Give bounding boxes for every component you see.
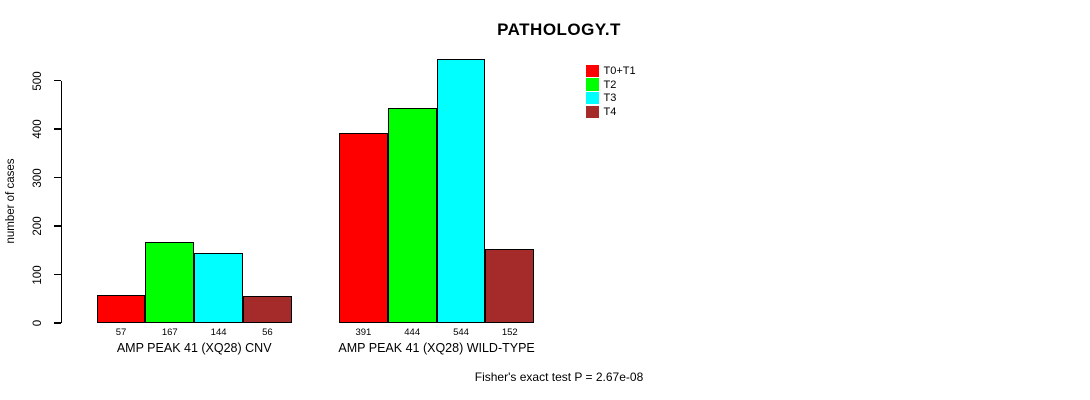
y-tick-mark [53, 79, 61, 82]
footnote-fisher-test: Fisher's exact test P = 2.67e-08 [474, 370, 644, 384]
bar-value-label: 167 [161, 327, 178, 338]
legend-item-t0-t1: T0+T1 [586, 64, 636, 78]
y-axis-line [60, 80, 62, 324]
y-tick-mark [53, 273, 61, 276]
y-tick-mark [53, 225, 61, 227]
bar-t4-group1 [243, 295, 292, 323]
legend-item-t4: T4 [586, 105, 636, 119]
legend-label: T0+T1 [603, 64, 636, 77]
legend: T0+T1 T2 T3 T4 [586, 64, 636, 119]
bar-value-label: 444 [404, 327, 421, 338]
y-tick-label: 300 [32, 167, 44, 188]
y-tick-label: 0 [32, 319, 44, 327]
y-tick-mark [53, 322, 61, 324]
bar-t3-group2 [436, 59, 486, 323]
y-tick-label: 500 [32, 70, 44, 91]
y-tick-label: 100 [32, 264, 44, 285]
bar-t0-t1-group2 [339, 133, 388, 323]
y-tick-label: 200 [32, 216, 44, 236]
y-tick-label: 400 [32, 119, 44, 139]
bar-value-label: 544 [453, 327, 469, 338]
group-label-cnv: AMP PEAK 41 (XQ28) CNV [116, 341, 272, 355]
bar-value-label: 144 [210, 327, 227, 338]
y-tick-mark [53, 176, 61, 179]
bar-t0-t1-group1 [96, 295, 146, 323]
legend-item-t3: T3 [586, 91, 636, 105]
legend-label: T4 [603, 105, 617, 118]
y-axis-label: number of cases [5, 158, 17, 244]
legend-swatch-t3 [586, 91, 599, 105]
group-label-wild-type: AMP PEAK 41 (XQ28) WILD-TYPE [338, 341, 535, 355]
bar-value-label: 152 [501, 327, 518, 338]
legend-swatch-t4 [586, 105, 599, 119]
legend-label: T3 [603, 92, 617, 105]
bar-t2-group1 [145, 242, 195, 323]
bar-t2-group2 [387, 107, 437, 323]
bar-t4-group2 [485, 249, 535, 323]
legend-label: T2 [603, 78, 617, 91]
legend-swatch-t2 [586, 78, 599, 91]
bar-value-label: 57 [115, 327, 127, 338]
legend-item-t2: T2 [586, 78, 636, 92]
legend-swatch-t0-t1 [586, 64, 599, 78]
y-tick-mark [53, 128, 61, 130]
bar-value-label: 56 [262, 327, 273, 338]
bar-t3-group1 [194, 253, 243, 323]
chart-title: PATHOLOGY.T [497, 20, 621, 39]
bar-value-label: 391 [355, 327, 372, 338]
